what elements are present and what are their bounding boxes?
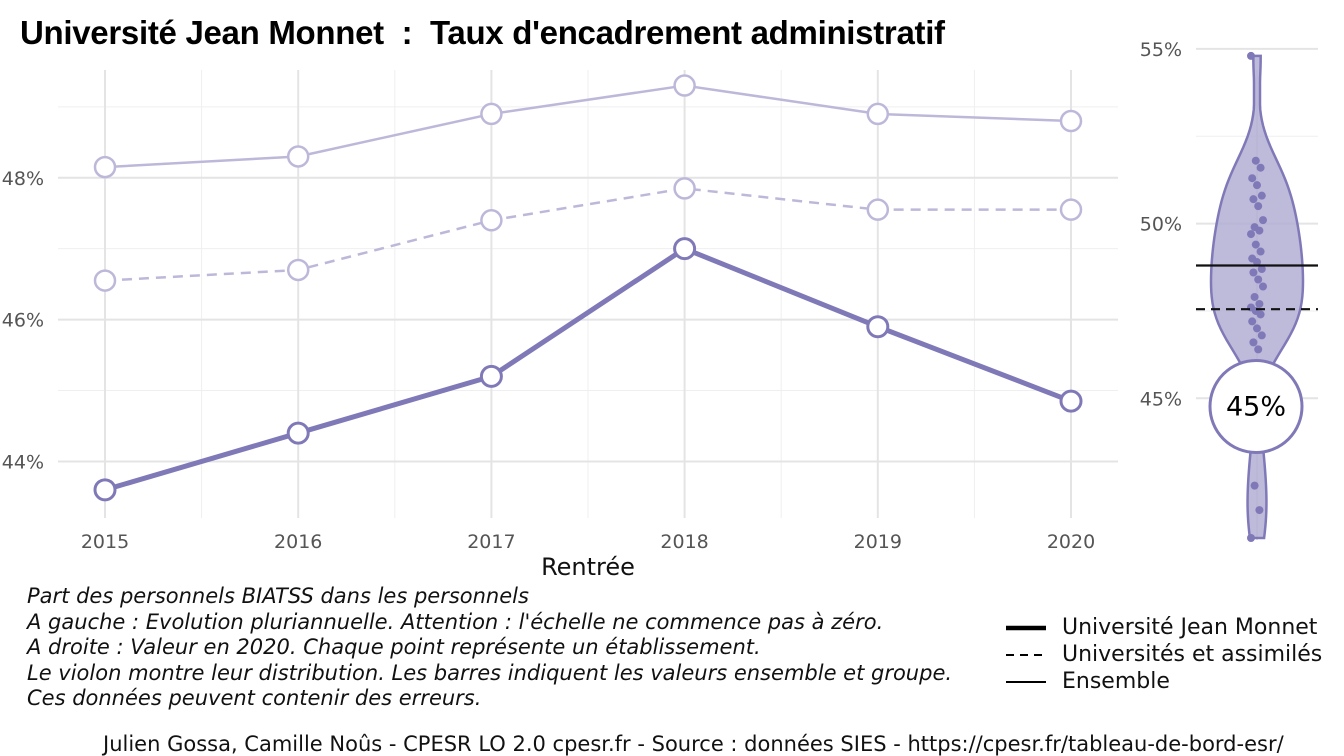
line-panel: 44% 46% 48% 2015 2016 2017 2018 2019 2020 Rentrée: [2, 70, 1118, 581]
caption: Part des personnels BIATSS dans les pers…: [27, 584, 952, 712]
violin-point: [1254, 202, 1263, 211]
violin-point: [1254, 275, 1263, 284]
x-tick-label: 2016: [274, 531, 322, 553]
violin-point: [1253, 258, 1261, 267]
data-point: [866, 315, 890, 339]
legend: Université Jean Monnet Universités et as…: [1006, 614, 1322, 695]
caption-line: Ces données peuvent contenir des erreurs…: [27, 686, 482, 711]
y-tick-label: 46%: [2, 310, 44, 332]
violin-point: [1250, 481, 1259, 490]
data-point: [93, 155, 117, 179]
violin-point: [1255, 506, 1264, 515]
data-point: [479, 364, 503, 388]
violin-point: [1256, 310, 1265, 319]
caption-line: Part des personnels BIATSS dans les pers…: [27, 584, 529, 608]
violin-point: [1253, 181, 1261, 190]
violin-point: [1257, 191, 1266, 200]
violin-point: [1253, 324, 1261, 333]
caption-line: A droite : Valeur en 2020. Chaque point …: [27, 635, 761, 660]
caption-line: A gauche : Evolution pluriannuelle. Atte…: [27, 609, 884, 634]
data-point: [1059, 389, 1083, 413]
legend-item-ensemble: Ensemble: [1006, 668, 1322, 695]
violin-point: [1251, 240, 1260, 249]
legend-label: Université Jean Monnet: [1062, 615, 1318, 640]
violin-point: [1249, 338, 1258, 347]
y-tick-label: 50%: [1140, 214, 1182, 236]
data-point: [93, 269, 117, 292]
violin-point: [1259, 216, 1267, 225]
data-point: [480, 209, 503, 232]
violin-point: [1256, 163, 1265, 172]
violin-panel: 45% 50% 55% 45%: [1140, 39, 1318, 543]
x-tick-label: 2017: [467, 531, 515, 553]
legend-label: Ensemble: [1062, 669, 1170, 694]
violin-point: [1257, 265, 1266, 274]
caption-line: Le violon montre leur distribution. Les …: [27, 660, 953, 685]
value-label: 45%: [1226, 392, 1286, 423]
violin-point: [1248, 317, 1257, 326]
violin-point: [1255, 226, 1264, 235]
legend-key-solid-thin: [1006, 680, 1046, 683]
violin-point: [1249, 195, 1258, 204]
series-line-3: [104, 84, 1072, 169]
chart-title: Université Jean Monnet : Taux d'encadrem…: [20, 14, 945, 51]
legend-item-universite: Université Jean Monnet: [1006, 614, 1322, 641]
legend-key-dashed: [1006, 653, 1046, 656]
data-point: [866, 198, 890, 221]
legend-label: Universités et assimilés: [1062, 642, 1323, 667]
data-point: [673, 74, 696, 97]
violin-point: [1249, 268, 1258, 277]
value-bubble: [1208, 359, 1304, 455]
data-point: [480, 102, 503, 126]
y-tick-label: 48%: [2, 168, 44, 190]
x-axis-title: Rentrée: [541, 553, 635, 581]
violin-point: [1255, 299, 1264, 308]
x-tick-label: 2018: [660, 531, 708, 553]
violin-point: [1251, 156, 1260, 165]
series-line-1: [104, 246, 1072, 493]
violin-point: [1248, 174, 1257, 183]
violin-point: [1257, 331, 1266, 340]
x-tick-label: 2020: [1047, 531, 1095, 553]
violin-point: [1250, 292, 1259, 301]
data-point: [1059, 198, 1083, 221]
y-tick-label: 44%: [2, 451, 44, 473]
data-point: [673, 237, 697, 261]
source-credit: Julien Gossa, Camille Noûs - CPESR LO 2.…: [103, 732, 1284, 756]
violin-point: [1254, 345, 1263, 354]
violin-point: [1247, 534, 1255, 543]
violin-point: [1247, 51, 1255, 60]
data-point: [673, 177, 696, 200]
data-point: [93, 478, 117, 502]
data-point: [1059, 109, 1083, 133]
data-point: [286, 258, 310, 282]
legend-item-universites-assimiles: Universités et assimilés: [1006, 641, 1322, 668]
data-point: [286, 145, 310, 168]
x-tick-label: 2015: [81, 531, 129, 553]
violin-point: [1259, 282, 1267, 291]
data-point: [286, 421, 310, 445]
series-line-2: [104, 187, 1071, 282]
y-tick-label: 45%: [1140, 388, 1182, 410]
violin-point: [1256, 247, 1265, 256]
violin-point: [1247, 230, 1255, 239]
x-tick-label: 2019: [854, 531, 902, 553]
data-point: [866, 102, 890, 126]
legend-key-solid-thick: [1006, 625, 1046, 630]
y-tick-label: 55%: [1140, 39, 1182, 61]
